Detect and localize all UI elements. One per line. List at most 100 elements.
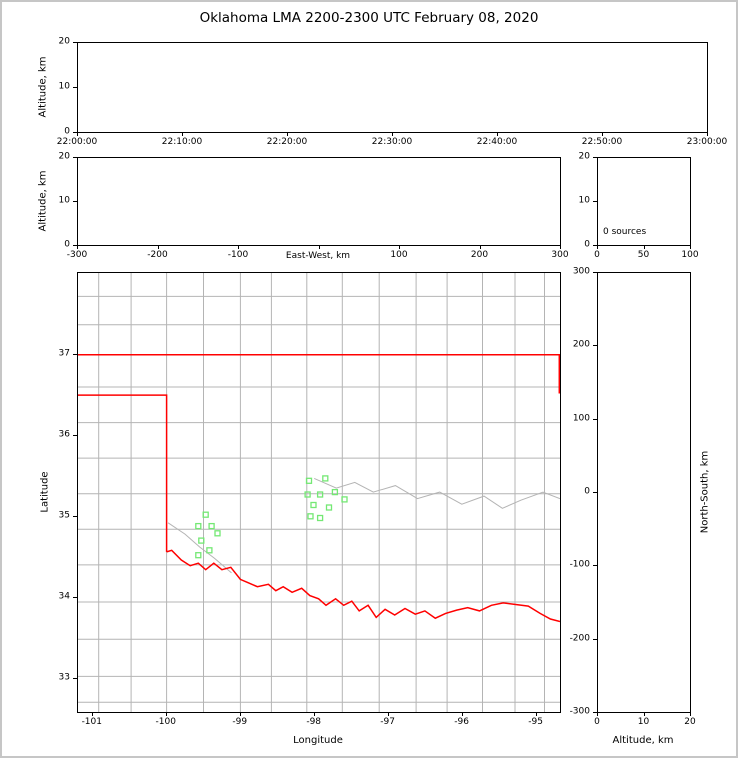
- y-tick-label: 10: [58, 195, 70, 206]
- x-tick-mark: [238, 245, 239, 249]
- y-tick-label: 33: [58, 672, 70, 683]
- y-tick-mark: [73, 515, 77, 517]
- x-tick-mark: [399, 245, 400, 249]
- figure-title: Oklahoma LMA 2200-2300 UTC February 08, …: [199, 10, 539, 26]
- y-tick-mark: [593, 638, 597, 640]
- lma-station-marker: [310, 501, 317, 509]
- panel-northsouth-vs-altitude: [597, 272, 691, 713]
- x-tick-mark: [643, 712, 645, 716]
- y-tick-label: 20: [578, 151, 590, 162]
- x-tick-mark: [318, 245, 320, 249]
- x-tick-label: -95: [528, 717, 543, 727]
- x-tick-label: 0: [594, 717, 600, 727]
- map-y-axis-label: Latitude: [39, 471, 51, 513]
- x-tick-mark: [535, 712, 537, 716]
- x-tick-mark: [479, 245, 481, 249]
- y-tick-label: 10: [578, 195, 590, 206]
- x-tick-mark: [313, 712, 315, 716]
- lma-station-marker: [304, 491, 311, 498]
- river-boundary-line: [167, 522, 232, 574]
- ew-panel-y-axis-label: Altitude, km: [37, 170, 49, 232]
- y-tick-mark: [73, 677, 77, 679]
- x-tick-label: 22:20:00: [266, 137, 308, 147]
- x-tick-mark: [597, 712, 598, 716]
- x-tick-label: 200: [470, 250, 489, 260]
- x-tick-label: 22:30:00: [371, 137, 413, 147]
- x-tick-label: -101: [81, 717, 102, 727]
- ns-panel-y-axis-label: North-South, km: [699, 450, 711, 534]
- lma-station-marker: [208, 522, 215, 530]
- sources-count-annotation: 0 sources: [603, 227, 647, 237]
- y-tick-mark: [73, 596, 77, 598]
- x-tick-label: 20: [684, 717, 696, 727]
- lma-station-marker: [316, 491, 324, 498]
- x-tick-label: 22:00:00: [56, 137, 98, 147]
- y-tick-mark: [593, 157, 597, 158]
- y-tick-label: 20: [58, 36, 70, 47]
- y-tick-label: 200: [572, 339, 590, 350]
- x-tick-mark: [165, 712, 167, 716]
- x-tick-mark: [77, 132, 78, 136]
- x-tick-mark: [690, 245, 691, 249]
- y-tick-label: 35: [58, 510, 70, 521]
- y-tick-mark: [593, 272, 597, 273]
- x-tick-label: 22:50:00: [581, 137, 623, 147]
- lma-station-marker: [214, 530, 221, 537]
- x-tick-mark: [597, 245, 598, 249]
- y-tick-label: 36: [58, 429, 70, 440]
- panel-altitude-vs-time: [77, 42, 708, 133]
- x-tick-label: -98: [306, 717, 322, 727]
- lma-station-marker: [341, 496, 348, 503]
- x-tick-label: 300: [551, 250, 569, 260]
- x-tick-mark: [392, 132, 393, 136]
- x-tick-label: 100: [390, 250, 408, 260]
- x-tick-mark: [387, 712, 389, 716]
- x-tick-mark: [497, 132, 498, 136]
- x-tick-mark: [239, 712, 241, 716]
- x-tick-label: -99: [232, 717, 248, 727]
- y-tick-mark: [73, 132, 77, 133]
- y-tick-mark: [73, 201, 77, 202]
- x-tick-mark: [707, 132, 708, 136]
- y-tick-mark: [73, 434, 77, 436]
- lma-station-marker: [198, 537, 205, 544]
- x-tick-mark: [690, 712, 691, 716]
- y-tick-mark: [593, 492, 597, 493]
- y-tick-mark: [593, 565, 597, 567]
- y-tick-label: 0: [64, 126, 70, 137]
- y-tick-label: 10: [58, 81, 70, 92]
- y-tick-label: -200: [569, 633, 590, 644]
- x-tick-mark: [461, 712, 463, 716]
- y-tick-mark: [593, 345, 597, 347]
- lma-station-marker: [195, 552, 202, 559]
- lma-station-marker: [195, 522, 202, 530]
- panel-altitude-vs-eastwest: [77, 157, 561, 246]
- lma-station-marker: [307, 513, 314, 520]
- y-tick-mark: [73, 42, 77, 43]
- river-boundary-line: [313, 477, 560, 509]
- x-tick-label: 22:40:00: [476, 137, 518, 147]
- x-tick-mark: [157, 245, 159, 249]
- map-x-axis-label: Longitude: [293, 735, 343, 746]
- x-tick-label: -300: [66, 250, 88, 260]
- x-tick-mark: [77, 245, 78, 249]
- x-tick-label: -96: [454, 717, 469, 727]
- y-tick-label: -300: [569, 706, 590, 717]
- x-tick-mark: [287, 132, 288, 136]
- y-tick-label: 100: [572, 413, 590, 424]
- ns-panel-x-axis-label: Altitude, km: [612, 735, 674, 746]
- y-tick-mark: [593, 418, 597, 420]
- x-tick-label: 10: [637, 717, 650, 727]
- x-tick-mark: [643, 245, 645, 249]
- y-tick-label: -100: [569, 559, 590, 570]
- y-tick-mark: [593, 245, 597, 246]
- time-panel-y-axis-label: Altitude, km: [37, 56, 49, 118]
- x-tick-label: 100: [681, 250, 699, 260]
- lma-station-marker: [322, 475, 329, 482]
- x-tick-label: -100: [227, 250, 249, 260]
- y-tick-label: 20: [58, 151, 70, 162]
- x-tick-mark: [602, 132, 603, 136]
- y-tick-mark: [593, 201, 597, 202]
- x-tick-mark: [182, 132, 183, 136]
- x-tick-label: -100: [155, 717, 176, 727]
